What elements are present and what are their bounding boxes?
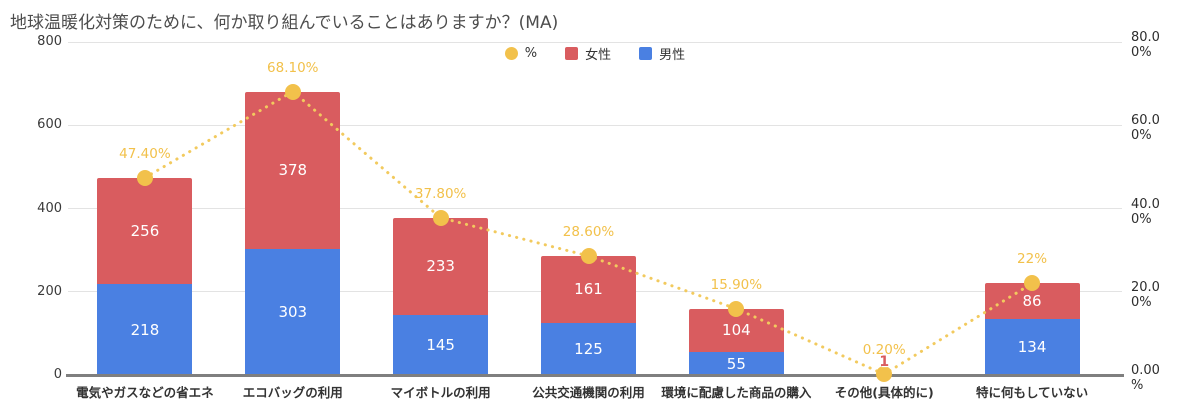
percent-label: 0.20% xyxy=(862,342,906,359)
bar-value-label: 125 xyxy=(574,339,603,358)
legend-item-%: % xyxy=(504,45,538,61)
bar-value-label: 1 xyxy=(879,354,890,371)
y-axis-tick-label: 200 xyxy=(37,283,62,299)
bar-value-label: 55 xyxy=(726,354,746,373)
gridline xyxy=(68,208,1122,209)
right-axis-tick-label: 60.0 0% xyxy=(1131,113,1160,144)
y-axis-tick-label: 800 xyxy=(37,34,62,49)
right-axis-tick-label: 20.0 0% xyxy=(1131,279,1160,310)
legend: % 女性 男性 xyxy=(68,44,1122,63)
legend-swatch-icon xyxy=(504,46,518,60)
category-label: エコバッグの利用 xyxy=(242,385,343,400)
category-label: 公共交通機関の利用 xyxy=(532,385,645,400)
legend-swatch-icon xyxy=(565,46,579,60)
percent-point xyxy=(728,300,745,317)
percent-label: 68.10% xyxy=(267,59,319,76)
legend-label: 男性 xyxy=(659,47,686,63)
bar-男性 xyxy=(393,314,489,375)
bar-男性 xyxy=(245,248,341,375)
bar-value-label: 233 xyxy=(426,257,455,276)
gridline xyxy=(68,41,1122,43)
y-axis-tick-label: 0 xyxy=(53,367,62,382)
percent-point xyxy=(580,247,597,264)
bar-女性 xyxy=(245,91,341,249)
y-axis-tick-label: 400 xyxy=(37,200,62,216)
percent-point xyxy=(1024,275,1041,292)
bar-女性 xyxy=(541,255,636,323)
percent-label: 28.60% xyxy=(562,223,615,240)
legend-item-男性: 男性 xyxy=(639,44,685,63)
bar-value-label: 134 xyxy=(1017,338,1047,357)
bar-value-label: 86 xyxy=(1022,292,1042,311)
percent-point xyxy=(284,83,301,100)
legend-label: 女性 xyxy=(585,47,612,63)
percent-label: 47.40% xyxy=(119,145,171,162)
right-axis-tick-label: 80.0 0% xyxy=(1131,30,1160,60)
bar-value-label: 218 xyxy=(130,320,160,339)
bar-value-label: 145 xyxy=(426,335,455,354)
category-label: その他(具体的に) xyxy=(834,385,934,400)
percent-label: 22% xyxy=(1017,251,1048,268)
category-label: 環境に配慮した商品の購入 xyxy=(661,385,812,400)
bar-男性 xyxy=(97,284,193,375)
bar-女性 xyxy=(97,177,193,285)
category-label: マイボトルの利用 xyxy=(390,385,491,400)
bar-男性 xyxy=(688,352,784,375)
x-axis-baseline xyxy=(66,374,1124,377)
bar-男性 xyxy=(984,319,1080,375)
percent-label: 15.90% xyxy=(710,276,763,293)
percent-label: 37.80% xyxy=(414,185,467,202)
gridline xyxy=(68,124,1122,126)
bar-value-label: 303 xyxy=(278,302,308,321)
percent-point xyxy=(136,169,153,186)
legend-label: % xyxy=(524,45,538,61)
category-label: 特に何もしていない xyxy=(975,385,1089,400)
y-axis-tick-label: 600 xyxy=(37,117,62,133)
bar-女性 xyxy=(393,217,489,315)
percent-point xyxy=(432,209,449,226)
percent-point xyxy=(876,366,893,383)
bar-男性 xyxy=(541,322,636,375)
legend-swatch-icon xyxy=(639,46,653,60)
bar-value-label: 378 xyxy=(278,161,308,180)
category-label: 電気やガスなどの省エネ xyxy=(76,385,214,400)
bar-value-label: 161 xyxy=(574,280,603,299)
bar-value-label: 104 xyxy=(722,321,751,340)
chart-title: 地球温暖化対策のために、何か取り組んでいることはありますか？(MA) xyxy=(10,13,559,33)
legend-item-女性: 女性 xyxy=(565,44,611,63)
right-axis-tick-label: 0.00 % xyxy=(1131,363,1160,393)
right-axis-tick-label: 40.0 0% xyxy=(1131,196,1160,227)
bar-value-label: 256 xyxy=(130,221,160,240)
